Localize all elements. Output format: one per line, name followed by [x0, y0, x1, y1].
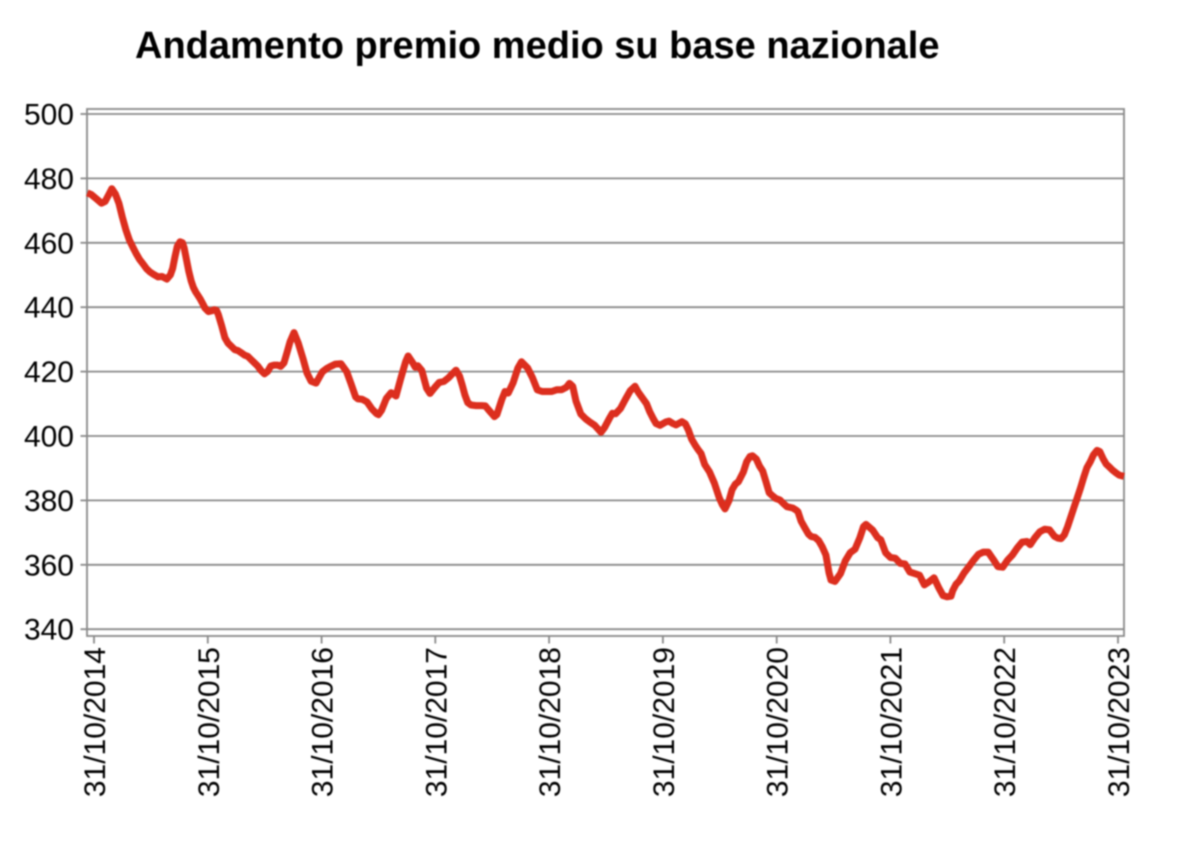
svg-text:31/10/2017: 31/10/2017 [420, 647, 453, 797]
svg-text:400: 400 [24, 421, 74, 454]
svg-text:420: 420 [24, 356, 74, 389]
svg-text:31/10/2020: 31/10/2020 [762, 647, 795, 797]
svg-text:31/10/2015: 31/10/2015 [193, 647, 226, 797]
svg-text:31/10/2019: 31/10/2019 [648, 647, 681, 797]
svg-text:500: 500 [24, 99, 74, 132]
svg-text:340: 340 [24, 614, 74, 647]
svg-text:360: 360 [24, 549, 74, 582]
svg-text:440: 440 [24, 292, 74, 325]
svg-text:31/10/2018: 31/10/2018 [534, 647, 567, 797]
svg-text:31/10/2016: 31/10/2016 [307, 647, 340, 797]
svg-text:380: 380 [24, 485, 74, 518]
svg-text:31/10/2023: 31/10/2023 [1103, 647, 1136, 797]
svg-text:460: 460 [24, 227, 74, 260]
svg-text:31/10/2022: 31/10/2022 [989, 647, 1022, 797]
svg-text:480: 480 [24, 163, 74, 196]
svg-text:31/10/2021: 31/10/2021 [875, 647, 908, 797]
svg-text:31/10/2014: 31/10/2014 [79, 647, 112, 797]
